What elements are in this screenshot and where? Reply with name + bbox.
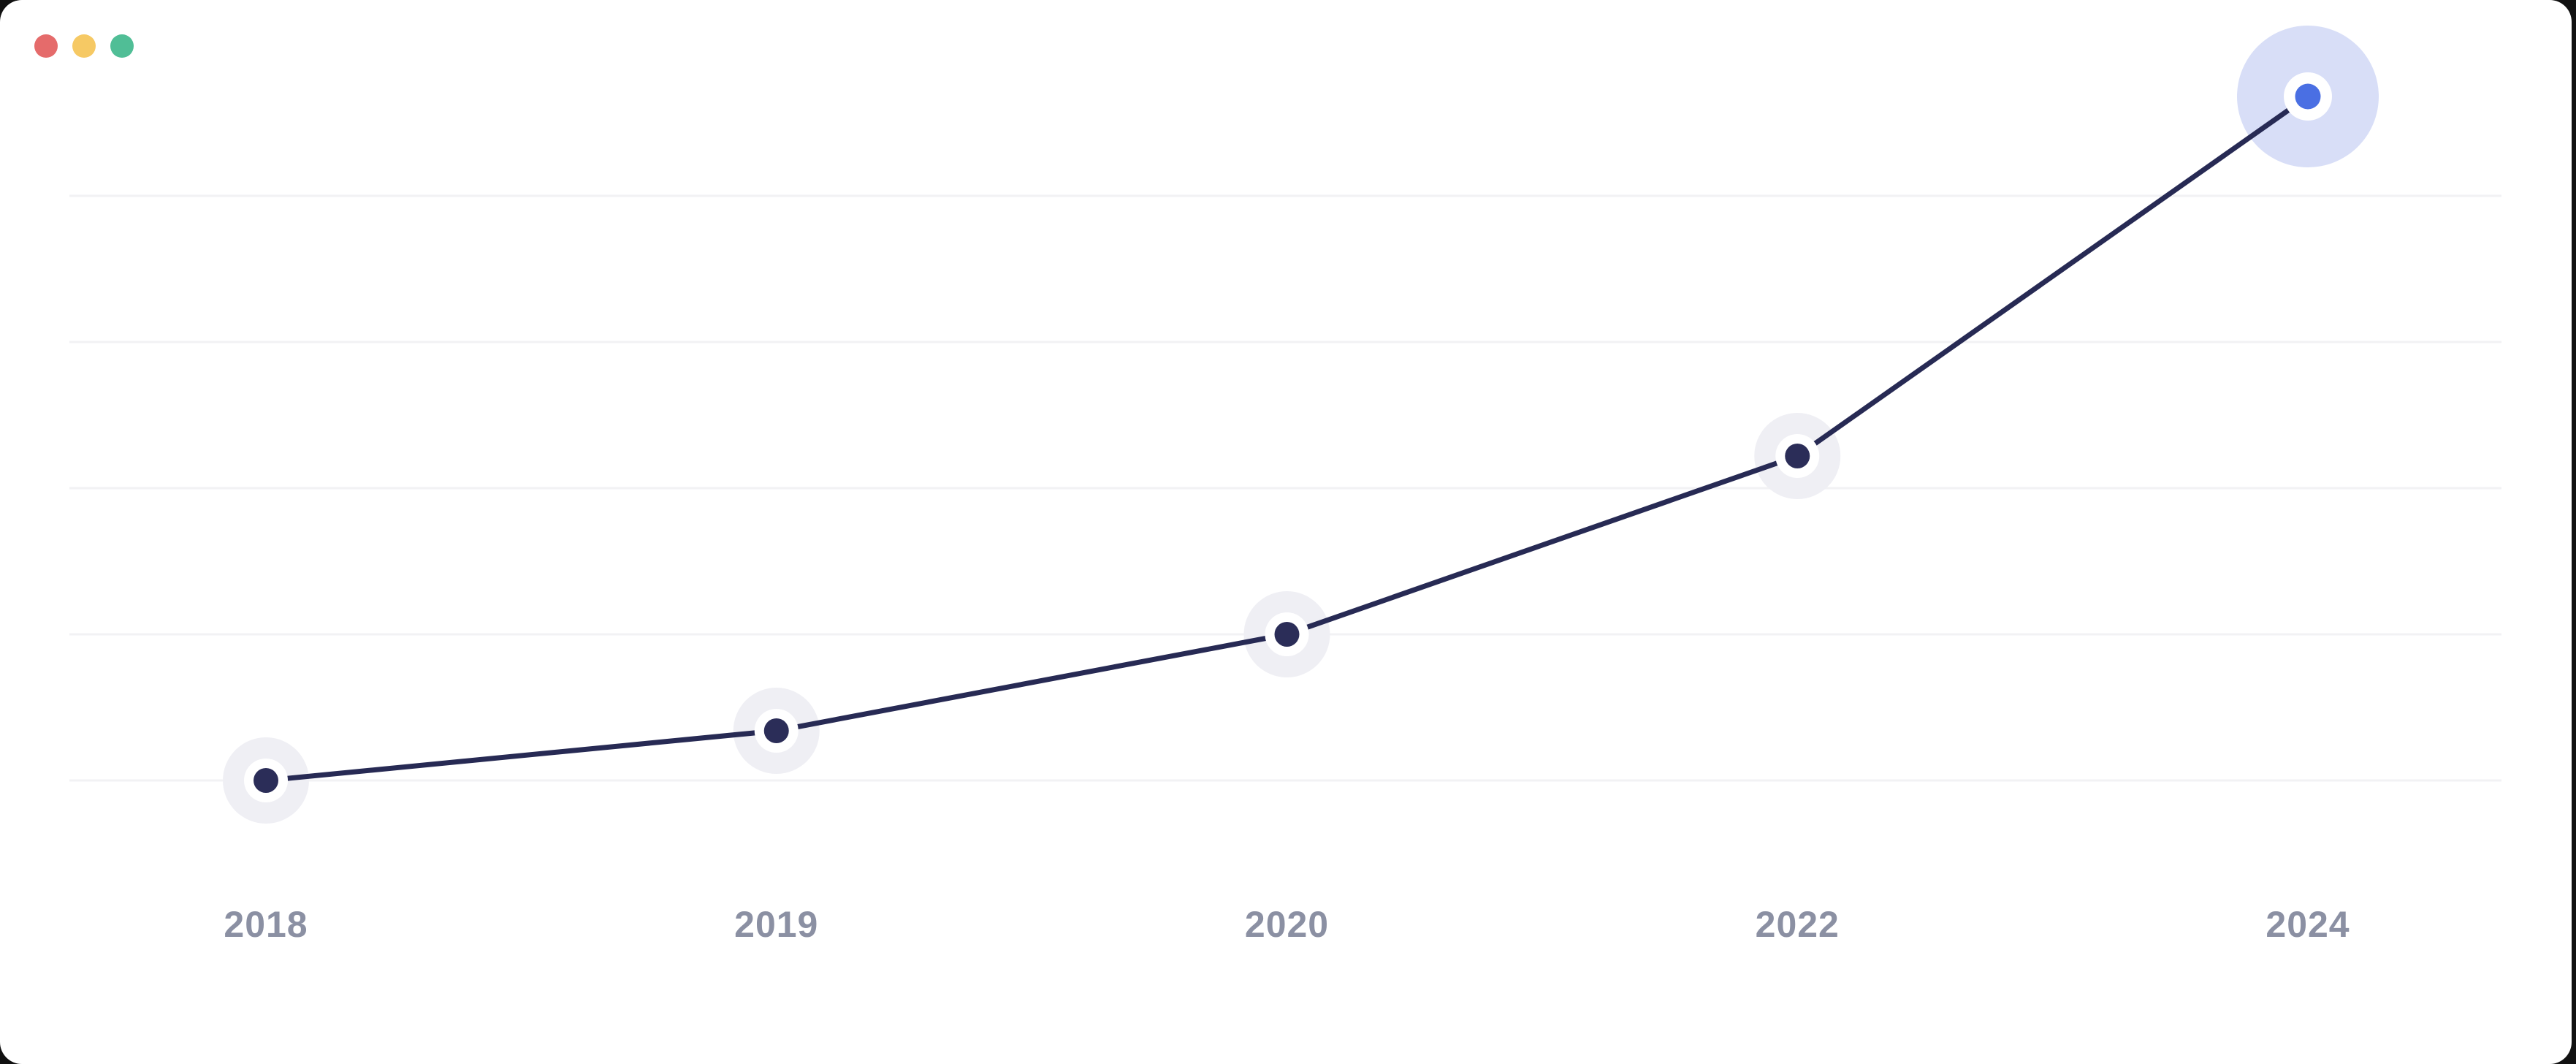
data-point[interactable] [1785, 444, 1810, 468]
data-point[interactable] [254, 768, 278, 793]
traffic-light-zoom-button[interactable] [110, 34, 134, 58]
traffic-light-minimize-button[interactable] [72, 34, 96, 58]
data-point[interactable] [763, 718, 789, 743]
window-controls [34, 34, 134, 58]
highlighted-data-point[interactable] [2295, 83, 2321, 110]
trend-line [263, 94, 2311, 783]
data-point[interactable] [1274, 622, 1300, 647]
traffic-light-close-button[interactable] [34, 34, 58, 58]
